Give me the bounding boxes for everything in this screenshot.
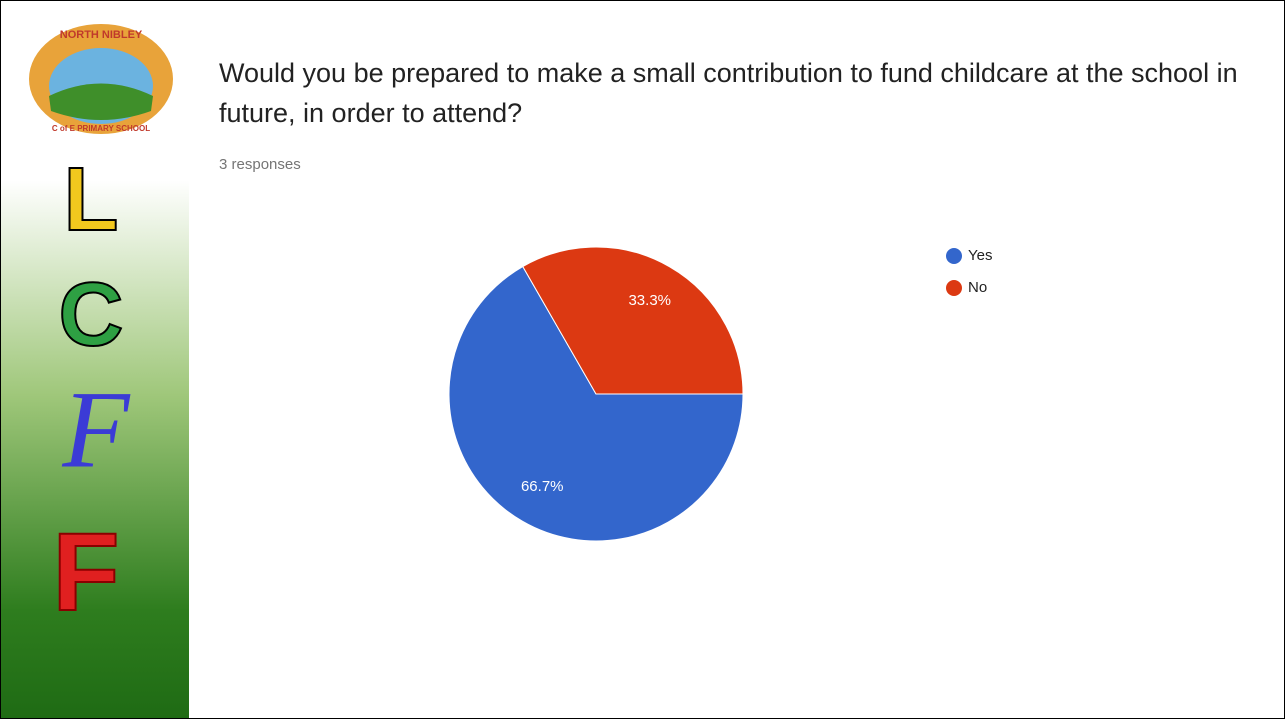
pie-slice [448, 265, 744, 542]
logo-text: NORTH NIBLEY [60, 29, 143, 41]
legend-marker [946, 248, 962, 264]
legend-label: No [968, 279, 987, 296]
chart-title: Would you be prepared to make a small co… [219, 58, 1238, 128]
logo-text: C of E PRIMARY SCHOOL [52, 124, 150, 133]
sidebar-letter: C [59, 265, 124, 365]
logo-hill [49, 83, 153, 120]
chart-subtitle: 3 responses [219, 156, 301, 173]
legend-label: Yes [968, 247, 992, 264]
data-label: 66.7% [521, 478, 564, 495]
legend-marker [946, 280, 962, 296]
pie-slice [522, 246, 744, 395]
sidebar-letter: F [52, 511, 119, 634]
sidebar-letter: F [61, 368, 131, 490]
data-label: 33.3% [628, 292, 671, 309]
sidebar-letter: L [64, 150, 119, 250]
